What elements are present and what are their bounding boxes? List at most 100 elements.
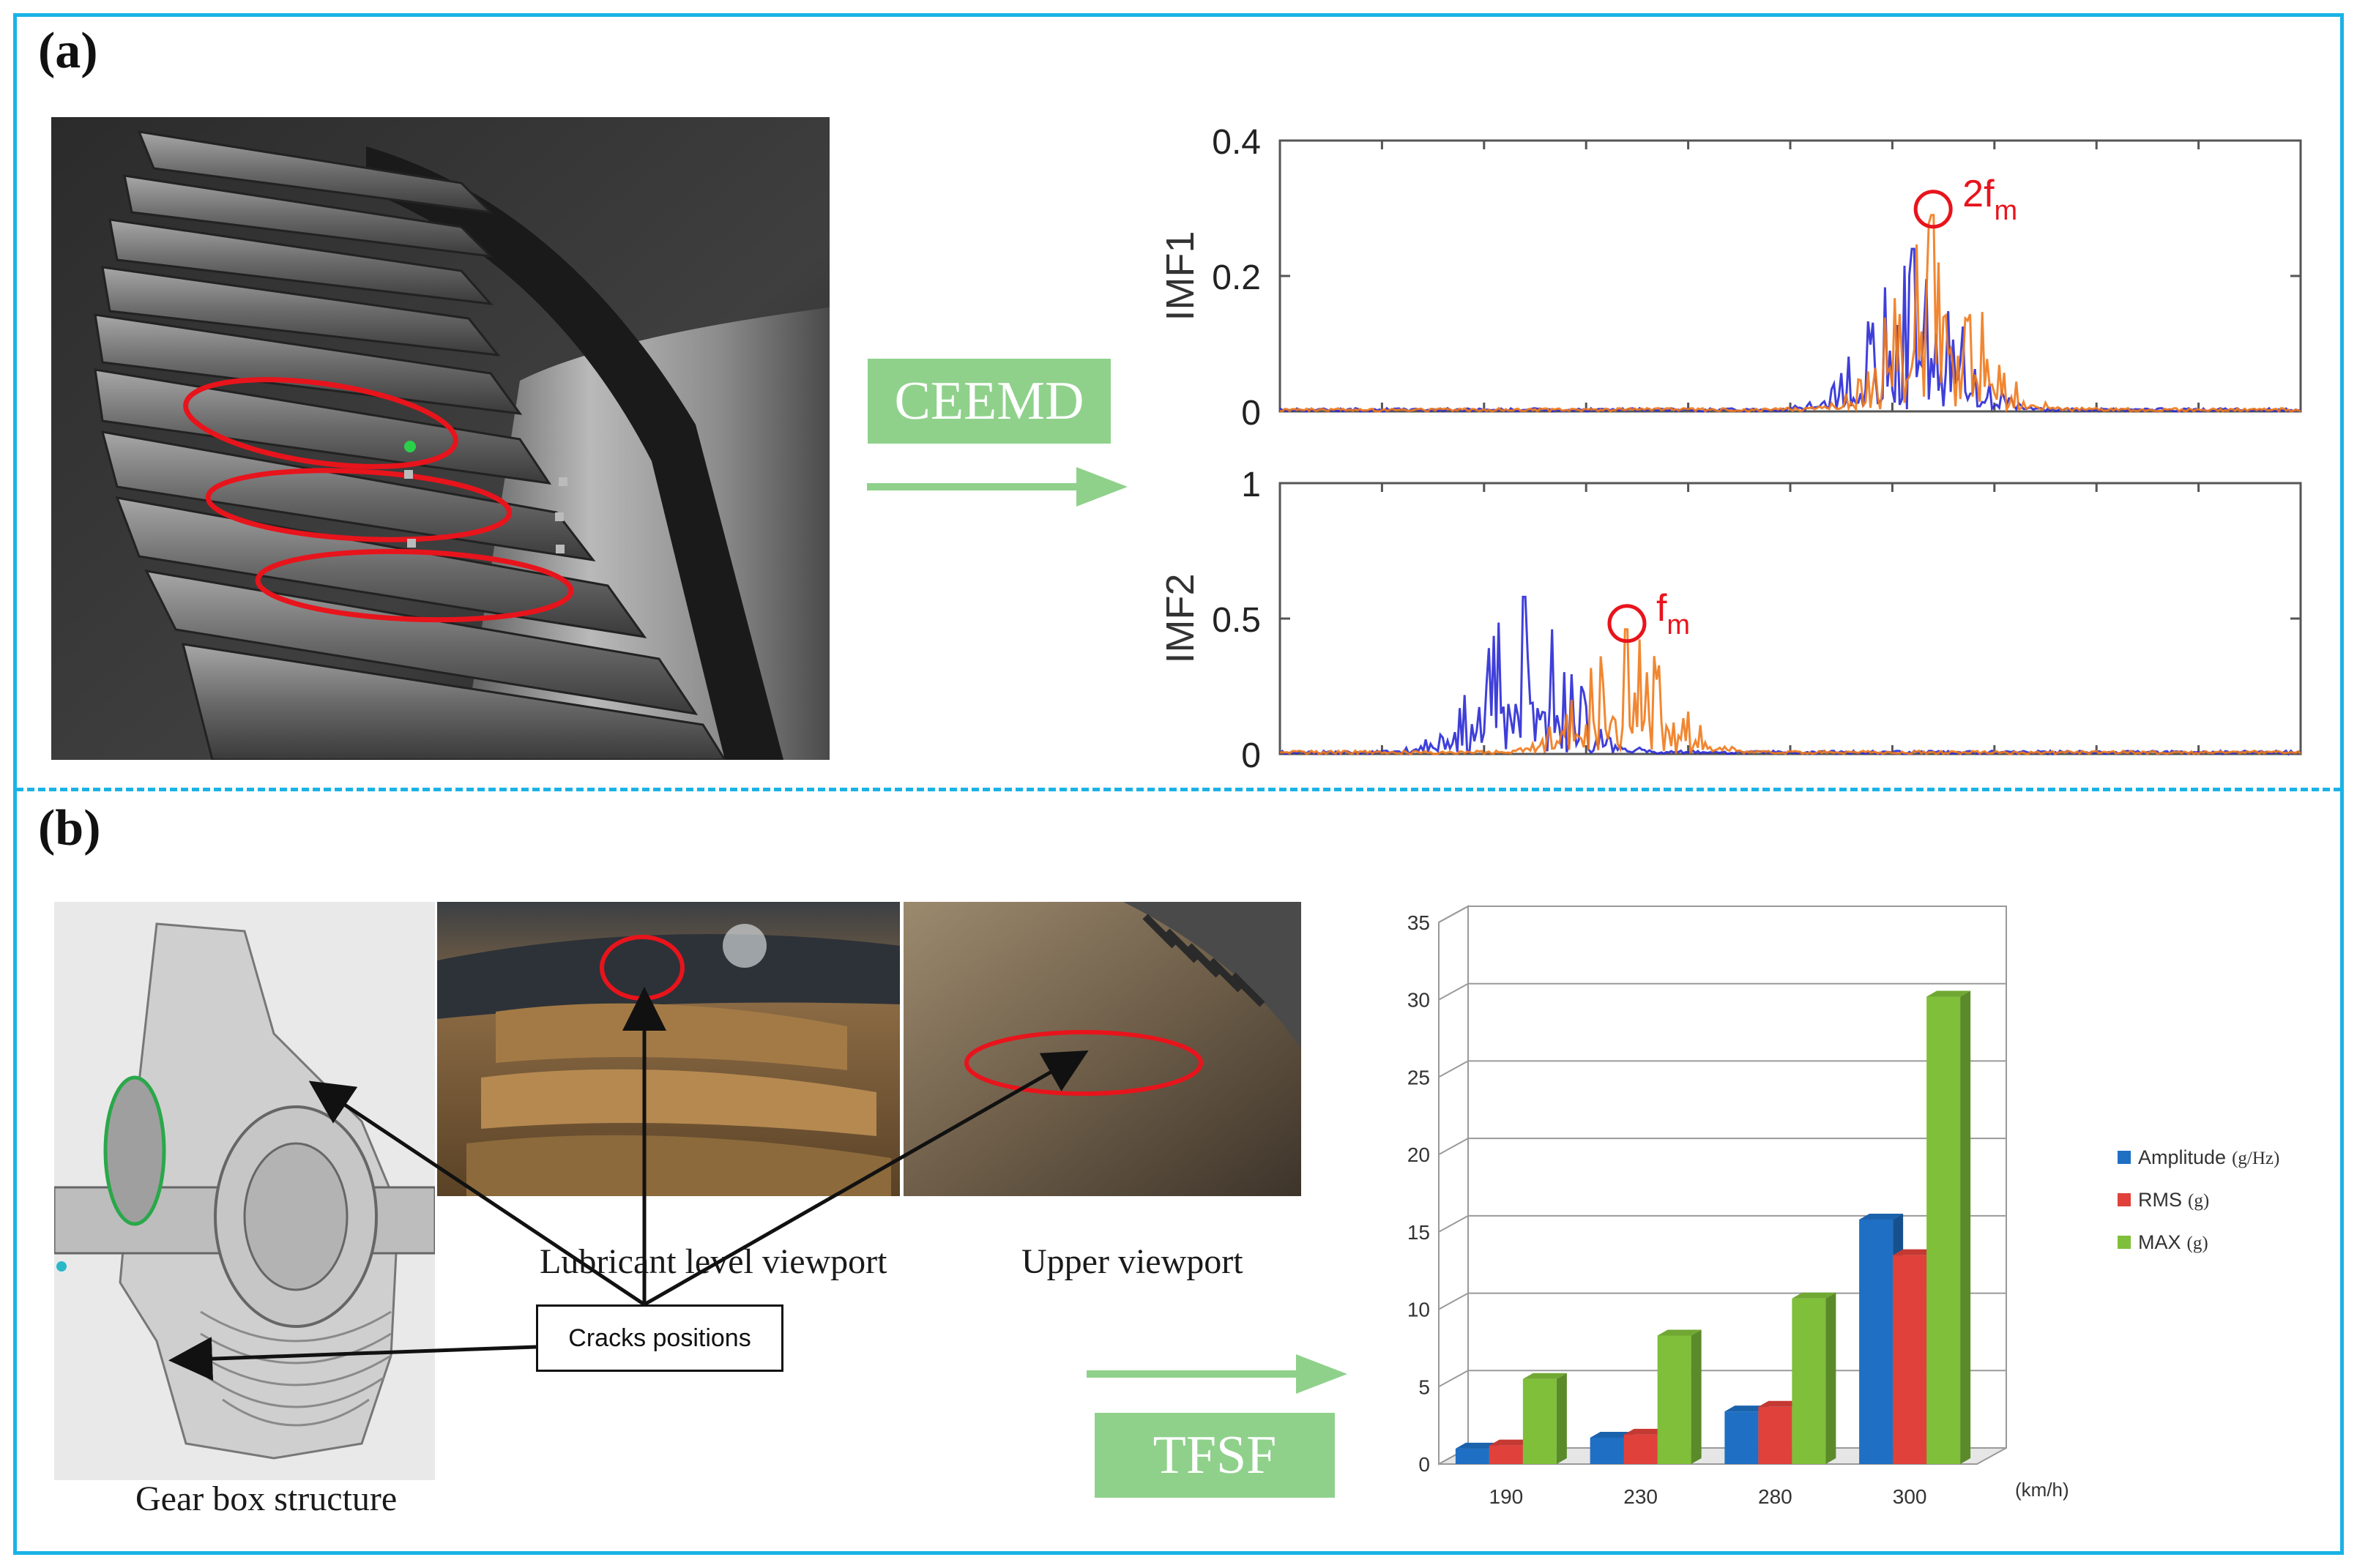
bar-gridline: [1438, 1060, 2006, 1078]
imf1-ytick-label: 0.2: [1212, 258, 1261, 297]
bar-category-label: 280: [1758, 1485, 1792, 1508]
imf2-ylabel: IMF2: [1158, 573, 1202, 663]
imf2-ytick-label: 1: [1241, 466, 1261, 504]
bar-top: [1590, 1432, 1634, 1438]
bar-side: [1691, 1329, 1702, 1464]
figure-frame: [13, 13, 2344, 1555]
bar-ytick-label: 35: [1407, 911, 1430, 934]
bar-side: [1960, 990, 1971, 1464]
gearbox-structure-render: [54, 902, 435, 1480]
ceemd-arrow: [867, 467, 1128, 507]
upper-photo-drawing: [904, 902, 1301, 1196]
legend-swatch: [2118, 1236, 2131, 1249]
bar-gridline: [1438, 1214, 2006, 1233]
gear-photo-drawing: [51, 117, 830, 760]
imf1-ylabel: IMF1: [1158, 231, 1202, 321]
bar-front: [1926, 996, 1961, 1464]
imf2-ytick-label: 0.5: [1212, 601, 1261, 640]
bar-front: [1489, 1445, 1523, 1464]
cracks-positions-label: Cracks positions: [536, 1304, 783, 1372]
imf1-annotation-sub: m: [1995, 195, 2018, 226]
imf2-annotation-label: fm: [1656, 587, 1690, 641]
bar-ytick-label: 30: [1407, 989, 1430, 1012]
bar-top: [1657, 1329, 1702, 1336]
lubricant-caption: Lubricant level viewport: [540, 1242, 887, 1281]
panel-label-a: (a): [38, 23, 98, 79]
imf1-ytick-label: 0.4: [1212, 123, 1261, 162]
bar-side: [1556, 1373, 1567, 1464]
legend-unit: (g): [2187, 1233, 2208, 1253]
bar-ytick-label: 20: [1407, 1143, 1430, 1166]
bar-chart-side-wall: [1438, 905, 1469, 1466]
tfsf-method-box: TFSF: [1095, 1413, 1335, 1498]
bar-front: [1758, 1406, 1792, 1464]
bar-gridline: [1438, 906, 2006, 923]
crack-ellipse-3: [255, 548, 574, 623]
tfsf-arrow: [1087, 1354, 1347, 1394]
panel-divider: [16, 788, 2341, 791]
bar-front: [1522, 1378, 1557, 1464]
bar-front: [1724, 1411, 1759, 1464]
bar-front: [1590, 1438, 1624, 1464]
bar-ytick-label: 15: [1407, 1221, 1430, 1244]
bar-front: [1893, 1255, 1927, 1464]
bar-ytick-label: 25: [1407, 1066, 1430, 1089]
gear-teeth-photo: [51, 117, 830, 760]
bar-top: [1489, 1439, 1533, 1446]
legend-swatch: [2118, 1193, 2131, 1206]
bar-top: [1724, 1405, 1769, 1412]
imf2-annotation-circle: [1607, 604, 1647, 643]
legend-name: MAX: [2138, 1231, 2181, 1253]
bar-ytick-label: 10: [1407, 1299, 1430, 1321]
bar-top: [1623, 1428, 1668, 1435]
crack-ellipse-1: [183, 377, 458, 469]
legend-unit: (g): [2188, 1191, 2209, 1211]
ceemd-method-box: CEEMD: [868, 359, 1111, 444]
bar-front: [1792, 1298, 1826, 1464]
bar-gridline: [1438, 982, 2006, 1001]
bar-top: [1926, 990, 1971, 997]
bar-front: [1623, 1434, 1658, 1464]
bar-top: [1893, 1249, 1937, 1255]
bar-ytick-label: 5: [1418, 1375, 1430, 1398]
imf1-plot-area: [1278, 139, 2302, 413]
bar-category-label: 300: [1893, 1485, 1927, 1508]
imf2-series-line: [1279, 628, 2301, 756]
legend-name: Amplitude: [2138, 1146, 2226, 1168]
imf2-annotation-sub: m: [1667, 610, 1690, 641]
bar-xunit-label: (km/h): [2015, 1479, 2069, 1501]
imf2-ytick-label: 0: [1241, 736, 1261, 775]
imf2-annotation-base: f: [1656, 587, 1667, 630]
imf1-annotation-base: 2f: [1962, 173, 1995, 215]
bar-front: [1657, 1335, 1691, 1464]
legend-swatch: [2118, 1151, 2131, 1164]
bar-top: [1859, 1213, 1904, 1220]
bar-side: [1825, 1292, 1836, 1464]
imf1-series-line: [1279, 214, 2301, 414]
imf2-chart: IMF2 0 0.5 1 fm: [1158, 466, 2302, 775]
imf-charts: IMF1 00.20.4 2fm IMF2 00.51 fm: [1158, 123, 2302, 775]
lubricant-photo-drawing: [437, 902, 900, 1196]
bar-ytick-label: 0: [1418, 1453, 1430, 1476]
feature-bar-chart: 0 5 10 15 20 25 30 35 190 230 280 300 (km/h) Amplit…: [1407, 905, 2279, 1508]
legend-unit: (g/Hz): [2232, 1149, 2279, 1168]
upper-caption: Upper viewport: [1021, 1242, 1243, 1281]
bar-gridline: [1438, 1138, 2006, 1156]
upper-viewport-photo: [904, 902, 1301, 1196]
lubricant-viewport-photo: [437, 902, 900, 1196]
bar-top: [1455, 1442, 1500, 1449]
legend-name: RMS: [2138, 1189, 2182, 1211]
bar-top: [1792, 1292, 1836, 1299]
gearbox-drawing: [54, 902, 435, 1480]
legend-label: RMS (g): [2138, 1189, 2209, 1211]
bar-top: [1758, 1400, 1803, 1407]
imf1-annotation-circle: [1913, 190, 1953, 229]
imf1-ytick-label: 0: [1241, 394, 1261, 433]
panel-label-b: (b): [38, 800, 101, 856]
legend-label: MAX (g): [2138, 1231, 2208, 1253]
bar-top: [1522, 1373, 1567, 1379]
bar-category-label: 230: [1623, 1485, 1658, 1508]
crack-ellipse-2: [205, 468, 513, 542]
bar-front: [1455, 1448, 1489, 1464]
imf1-annotation-label: 2fm: [1962, 173, 2017, 226]
